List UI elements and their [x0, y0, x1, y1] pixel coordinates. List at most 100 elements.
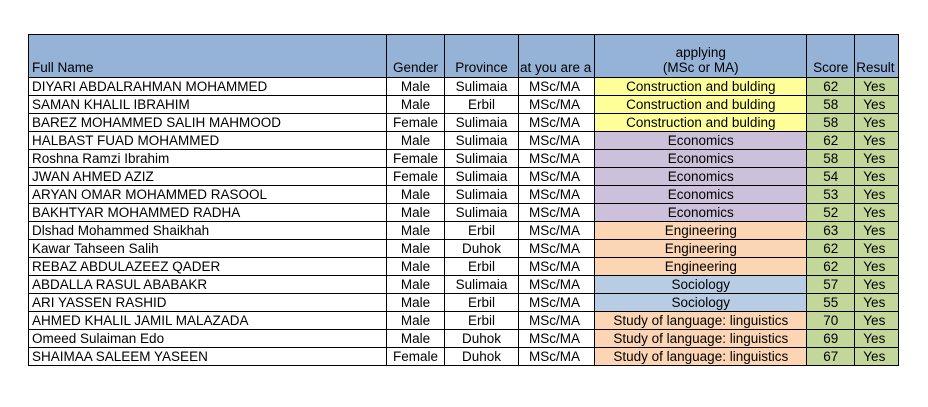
- cell-result: Yes: [854, 203, 899, 222]
- cell-result: Yes: [854, 185, 899, 204]
- cell-gender: Male: [386, 77, 445, 96]
- cell-gender: Male: [386, 275, 445, 294]
- table-row: AHMED KHALIL JAMIL MALAZADA Male Erbil MSc/…: [28, 311, 899, 330]
- cell-province: Sulimaia: [444, 77, 519, 96]
- cell-level: MSc/MA: [517, 77, 596, 96]
- cell-result: Yes: [854, 347, 899, 366]
- cell-province: Sulimaia: [444, 203, 519, 222]
- table-row: SAMAN KHALIL IBRAHIM Male Erbil MSc/MA Const…: [28, 95, 899, 114]
- cell-score: 62: [806, 131, 856, 150]
- cell-province: Erbil: [444, 257, 519, 276]
- cell-level: MSc/MA: [517, 131, 596, 150]
- cell-gender: Male: [386, 257, 445, 276]
- cell-result: Yes: [854, 311, 899, 330]
- cell-province: Sulimaia: [444, 185, 519, 204]
- table-row: HALBAST FUAD MOHAMMED Male Sulimaia MSc/MA E…: [28, 131, 899, 150]
- cell-result: Yes: [854, 275, 899, 294]
- cell-field: Engineering: [594, 257, 808, 276]
- table-row: Roshna Ramzi Ibrahim Female Sulimaia MSc/MA…: [28, 149, 899, 168]
- cell-result: Yes: [854, 95, 899, 114]
- header-full-name: Full Name: [28, 34, 387, 78]
- cell-full-name: SHAIMAA SALEEM YASEEN: [28, 347, 387, 366]
- table-row: Dlshad Mohammed Shaikhah Male Erbil MSc/MA E…: [28, 221, 899, 240]
- cell-province: Erbil: [444, 95, 519, 114]
- table-row: REBAZ ABDULAZEEZ QADER Male Erbil MSc/MA Eng…: [28, 257, 899, 276]
- cell-field: Construction and bulding: [594, 113, 808, 132]
- cell-level: MSc/MA: [517, 239, 596, 258]
- cell-result: Yes: [854, 293, 899, 312]
- cell-result: Yes: [854, 329, 899, 348]
- header-level: at you are a: [517, 34, 596, 78]
- cell-gender: Male: [386, 311, 445, 330]
- cell-level: MSc/MA: [517, 311, 596, 330]
- cell-score: 58: [806, 113, 856, 132]
- cell-gender: Male: [386, 293, 445, 312]
- cell-field: Economics: [594, 131, 808, 150]
- cell-full-name: REBAZ ABDULAZEEZ QADER: [28, 257, 387, 276]
- cell-full-name: ABDALLA RASUL ABABAKR: [28, 275, 387, 294]
- table-row: BAREZ MOHAMMED SALIH MAHMOOD Female Sulima…: [28, 113, 899, 132]
- table-row: ARI YASSEN RASHID Male Erbil MSc/MA Sociolog…: [28, 293, 899, 312]
- cell-result: Yes: [854, 77, 899, 96]
- cell-score: 54: [806, 167, 856, 186]
- cell-field: Engineering: [594, 221, 808, 240]
- cell-score: 53: [806, 185, 856, 204]
- cell-level: MSc/MA: [517, 221, 596, 240]
- cell-full-name: ARI YASSEN RASHID: [28, 293, 387, 312]
- cell-gender: Female: [386, 167, 445, 186]
- table-row: Omeed Sulaiman Edo Male Duhok MSc/MA Study o…: [28, 329, 899, 348]
- cell-full-name: HALBAST FUAD MOHAMMED: [28, 131, 387, 150]
- cell-field: Construction and bulding: [594, 77, 808, 96]
- cell-gender: Male: [386, 185, 445, 204]
- cell-province: Erbil: [444, 311, 519, 330]
- cell-result: Yes: [854, 113, 899, 132]
- cell-gender: Female: [386, 149, 445, 168]
- cell-result: Yes: [854, 257, 899, 276]
- cell-result: Yes: [854, 131, 899, 150]
- cell-score: 62: [806, 239, 856, 258]
- cell-gender: Female: [386, 113, 445, 132]
- cell-score: 70: [806, 311, 856, 330]
- cell-field: Economics: [594, 167, 808, 186]
- cell-score: 52: [806, 203, 856, 222]
- cell-full-name: BAKHTYAR MOHAMMED RADHA: [28, 203, 387, 222]
- cell-result: Yes: [854, 167, 899, 186]
- cell-full-name: BAREZ MOHAMMED SALIH MAHMOOD: [28, 113, 387, 132]
- cell-gender: Male: [386, 131, 445, 150]
- cell-full-name: DIYARI ABDALRAHMAN MOHAMMED: [28, 77, 387, 96]
- cell-gender: Male: [386, 95, 445, 114]
- cell-level: MSc/MA: [517, 167, 596, 186]
- cell-score: 67: [806, 347, 856, 366]
- cell-result: Yes: [854, 221, 899, 240]
- cell-full-name: Omeed Sulaiman Edo: [28, 329, 387, 348]
- cell-field: Economics: [594, 203, 808, 222]
- cell-gender: Male: [386, 329, 445, 348]
- header-field: applying (MSc or MA): [594, 34, 808, 78]
- cell-field: Sociology: [594, 275, 808, 294]
- cell-score: 58: [806, 95, 856, 114]
- cell-full-name: Dlshad Mohammed Shaikhah: [28, 221, 387, 240]
- cell-province: Sulimaia: [444, 131, 519, 150]
- cell-level: MSc/MA: [517, 275, 596, 294]
- cell-province: Erbil: [444, 293, 519, 312]
- cell-field: Study of language: linguistics: [594, 329, 808, 348]
- cell-field: Economics: [594, 149, 808, 168]
- cell-gender: Male: [386, 239, 445, 258]
- cell-full-name: AHMED KHALIL JAMIL MALAZADA: [28, 311, 387, 330]
- cell-result: Yes: [854, 149, 899, 168]
- cell-level: MSc/MA: [517, 203, 596, 222]
- header-score: Score: [806, 34, 856, 78]
- cell-level: MSc/MA: [517, 293, 596, 312]
- cell-level: MSc/MA: [517, 185, 596, 204]
- header-result: Result: [854, 34, 899, 78]
- header-row: Full Name Gender Province at you are a a…: [28, 34, 899, 78]
- header-field-line2: (MSc or MA): [662, 60, 739, 75]
- table-row: Kawar Tahseen Salih Male Duhok MSc/MA Engine…: [28, 239, 899, 258]
- cell-field: Study of language: linguistics: [594, 311, 808, 330]
- cell-province: Duhok: [444, 347, 519, 366]
- cell-province: Erbil: [444, 221, 519, 240]
- cell-gender: Male: [386, 203, 445, 222]
- cell-province: Sulimaia: [444, 113, 519, 132]
- cell-score: 69: [806, 329, 856, 348]
- cell-full-name: Roshna Ramzi Ibrahim: [28, 149, 387, 168]
